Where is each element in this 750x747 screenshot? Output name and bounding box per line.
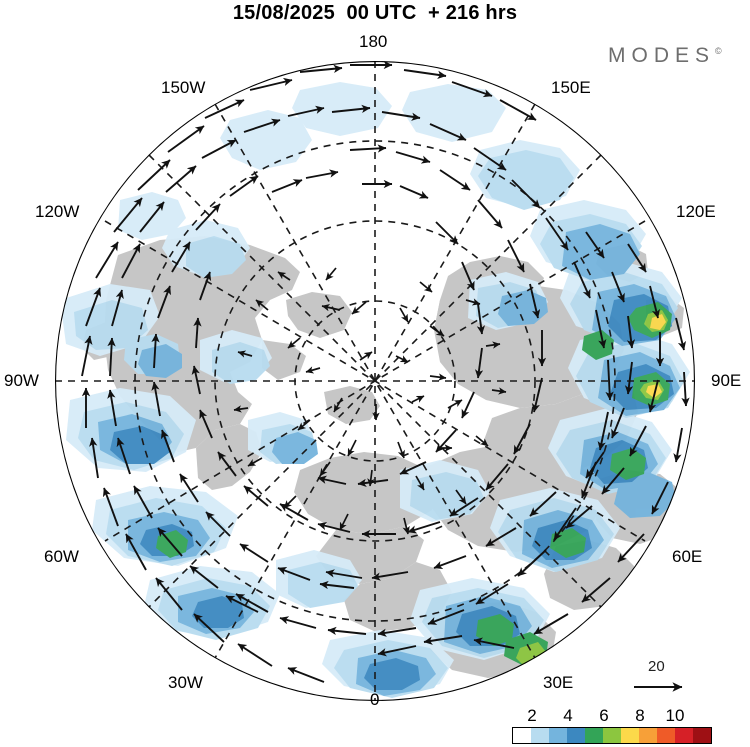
colorbar-tick-4: 4 <box>563 706 573 725</box>
lon-label-30w: 30W <box>168 673 203 692</box>
vector-scale-value: 20 <box>648 658 665 675</box>
lon-label-120w: 120W <box>35 202 80 221</box>
lon-label-90e: 90E <box>711 371 742 390</box>
lon-label-60w: 60W <box>44 547 79 566</box>
colorbar-band-3 <box>567 728 585 743</box>
colorbar-band-5 <box>603 728 621 743</box>
meridian-135e-45w <box>148 154 602 608</box>
lon-label-60e: 60E <box>672 547 703 566</box>
colorbar-band-6 <box>621 728 639 743</box>
colorbar-bands <box>512 727 712 744</box>
meridian-150e-30w <box>214 103 536 659</box>
meridian-135w-45e <box>148 154 602 608</box>
modes-logo: MODES© <box>608 44 722 68</box>
land-india-east <box>640 592 686 632</box>
colorbar-band-1 <box>531 728 549 743</box>
colorbar-band-7 <box>639 728 657 743</box>
page-title: 15/08/2025 00 UTC + 216 hrs <box>232 2 518 24</box>
lat-circle-60 <box>214 220 536 542</box>
colorbar-band-0 <box>513 728 531 743</box>
lon-label-0: 0 <box>370 690 380 709</box>
map-content <box>55 61 695 701</box>
land-na-south <box>196 424 262 490</box>
vector-scale-arrow <box>634 682 683 692</box>
lon-label-30e: 30E <box>543 673 574 692</box>
colorbar-tick-8: 8 <box>635 706 645 725</box>
colorbar-band-9 <box>675 728 693 743</box>
meridian-150w-30e <box>214 103 536 659</box>
colorbar-tick-2: 2 <box>527 706 537 725</box>
land-greenland <box>286 292 352 338</box>
colorbar: 2 4 6 8 10 <box>512 706 712 744</box>
lon-label-150e: 150E <box>551 78 591 97</box>
lon-label-180: 180 <box>359 32 388 51</box>
colorbar-ticklabels: 2 4 6 8 10 <box>512 706 712 726</box>
vector-scale-legend: 20 <box>630 658 710 700</box>
colorbar-band-4 <box>585 728 603 743</box>
colorbar-tick-10: 10 <box>665 706 685 725</box>
lon-label-150w: 150W <box>161 78 206 97</box>
copyright-icon: © <box>715 46 722 56</box>
wind-vectors <box>81 61 690 683</box>
wind-vectors-polar <box>233 267 507 535</box>
colorbar-band-2 <box>549 728 567 743</box>
lon-label-90w: 90W <box>4 371 39 390</box>
colorbar-band-10 <box>693 728 711 743</box>
lon-label-120e: 120E <box>676 202 716 221</box>
colorbar-band-8 <box>657 728 675 743</box>
meridian-120e-60w <box>104 220 646 542</box>
graticule <box>55 61 695 701</box>
modes-logo-text: MODES <box>608 44 716 67</box>
colorbar-tick-6: 6 <box>599 706 609 725</box>
